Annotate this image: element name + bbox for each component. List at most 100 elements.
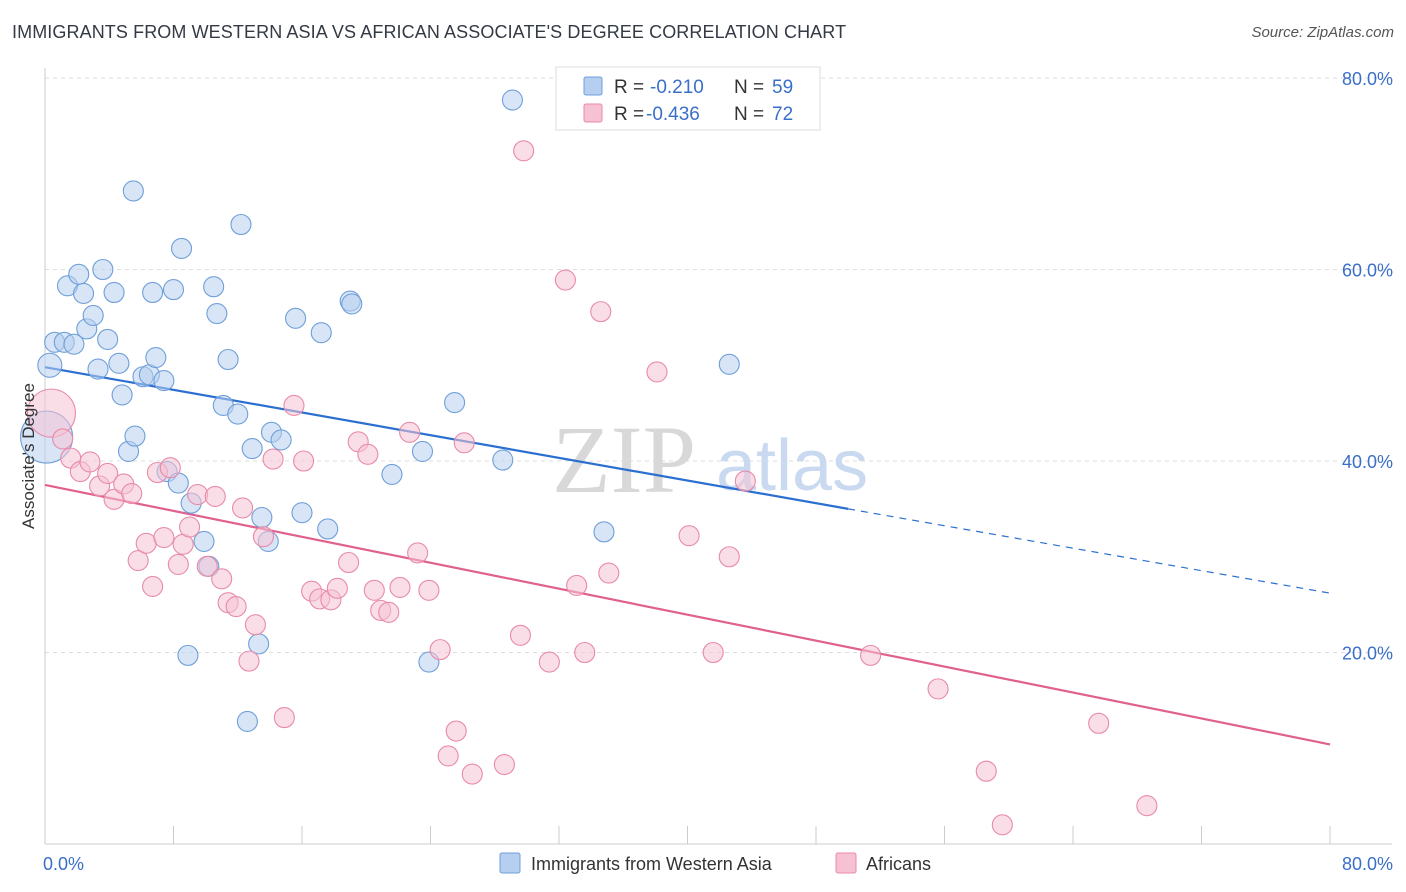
trend-line-extension-blue: [848, 508, 1331, 594]
watermark: ZIP atlas: [552, 406, 868, 513]
stats-n-value: 59: [772, 77, 793, 98]
data-point-pink: [418, 579, 440, 601]
legend-swatch-pink: [835, 852, 857, 874]
x-tick-label: 80.0%: [1342, 854, 1393, 874]
data-point-pink: [232, 497, 254, 519]
data-point-pink: [554, 269, 576, 291]
data-point-blue: [203, 276, 225, 298]
data-point-pink: [293, 450, 315, 472]
data-point-blue: [501, 89, 523, 111]
data-point-pink: [97, 462, 119, 484]
x-tick-label: 0.0%: [43, 854, 84, 874]
y-axis-label: Associate's Degree: [19, 383, 38, 529]
data-point-blue: [593, 521, 615, 543]
data-point-pink: [135, 532, 157, 554]
data-point-blue: [97, 328, 119, 350]
stats-r-value: -0.436: [646, 104, 700, 125]
watermark-zip: ZIP: [552, 406, 696, 513]
trend-line-blue: [44, 366, 849, 510]
data-point-pink: [860, 644, 882, 666]
data-point-pink: [590, 301, 612, 323]
data-point-blue: [108, 352, 130, 374]
legend-label: Immigrants from Western Asia: [531, 854, 773, 874]
grid-lines: [45, 77, 1392, 653]
data-point-blue: [124, 425, 146, 447]
data-point-pink: [598, 562, 620, 584]
data-point-blue: [87, 358, 109, 380]
data-point-blue: [230, 213, 252, 236]
data-point-blue: [111, 384, 133, 406]
data-point-pink: [453, 432, 475, 454]
data-point-pink: [142, 575, 164, 597]
data-point-blue: [492, 449, 514, 471]
data-point-pink: [363, 579, 385, 601]
data-point-blue: [82, 304, 104, 327]
stats-r-label: R =: [614, 77, 644, 98]
data-point-pink: [52, 428, 74, 450]
legend-item-africans[interactable]: Africans: [835, 852, 931, 874]
data-point-pink: [991, 814, 1013, 836]
legend-swatch-blue: [499, 852, 521, 874]
data-point-blue: [177, 644, 199, 666]
data-point-blue: [251, 506, 273, 529]
y-tick-label: 20.0%: [1342, 644, 1393, 664]
legend-item-western-asia[interactable]: Immigrants from Western Asia: [499, 852, 773, 874]
data-point-pink: [574, 641, 596, 664]
stats-swatch-blue: [583, 76, 603, 96]
data-point-pink: [513, 140, 535, 162]
data-point-blue: [103, 281, 125, 304]
data-point-pink: [273, 707, 295, 729]
data-point-pink: [399, 421, 421, 443]
data-point-pink: [262, 448, 284, 470]
data-point-pink: [127, 550, 149, 572]
data-point-pink: [378, 601, 400, 623]
data-point-pink: [196, 555, 218, 577]
data-point-blue: [92, 258, 114, 281]
data-point-pink: [338, 551, 360, 574]
data-point-pink: [283, 394, 305, 417]
y-tick-labels: 20.0% 40.0% 60.0% 80.0%: [1342, 69, 1393, 664]
y-tick-label: 60.0%: [1342, 261, 1393, 281]
stats-r-value: -0.210: [650, 77, 704, 98]
y-tick-label: 80.0%: [1342, 69, 1393, 89]
data-point-pink: [244, 614, 266, 636]
data-point-pink: [1136, 795, 1158, 817]
data-points: [20, 89, 1158, 836]
data-point-blue: [122, 180, 144, 202]
series-legend: Immigrants from Western Asia Africans: [499, 852, 931, 874]
data-point-pink: [734, 470, 756, 492]
stats-row-pink: R = -0.436 N = 72: [583, 103, 793, 125]
data-point-pink: [121, 483, 143, 505]
data-point-blue: [381, 463, 403, 485]
y-tick-label: 40.0%: [1342, 452, 1393, 472]
data-point-pink: [187, 483, 209, 506]
data-point-blue: [206, 302, 228, 325]
data-point-pink: [79, 451, 101, 473]
data-point-pink: [26, 388, 76, 438]
stats-row-blue: R = -0.210 N = 59: [583, 76, 793, 98]
data-point-blue: [37, 352, 63, 378]
data-point-pink: [159, 457, 181, 479]
data-point-pink: [225, 595, 247, 618]
data-point-pink: [167, 553, 189, 575]
data-point-pink: [678, 525, 700, 547]
data-point-blue: [718, 353, 740, 375]
data-point-blue: [68, 263, 90, 285]
data-point-pink: [179, 516, 201, 538]
stats-n-label: N =: [734, 77, 764, 98]
data-point-pink: [429, 639, 451, 661]
data-point-blue: [341, 293, 363, 315]
data-point-pink: [538, 651, 560, 673]
data-point-blue: [236, 710, 258, 732]
data-point-pink: [252, 526, 275, 548]
data-point-pink: [357, 443, 379, 465]
data-point-blue: [291, 502, 313, 524]
x-tick-labels: 0.0% 80.0%: [43, 854, 1393, 874]
data-point-blue: [241, 438, 263, 460]
data-point-pink: [445, 720, 467, 742]
data-point-pink: [153, 527, 175, 549]
data-point-pink: [389, 576, 411, 598]
stats-r-label: R =: [614, 104, 644, 125]
chart-title: IMMIGRANTS FROM WESTERN ASIA VS AFRICAN …: [12, 22, 847, 42]
